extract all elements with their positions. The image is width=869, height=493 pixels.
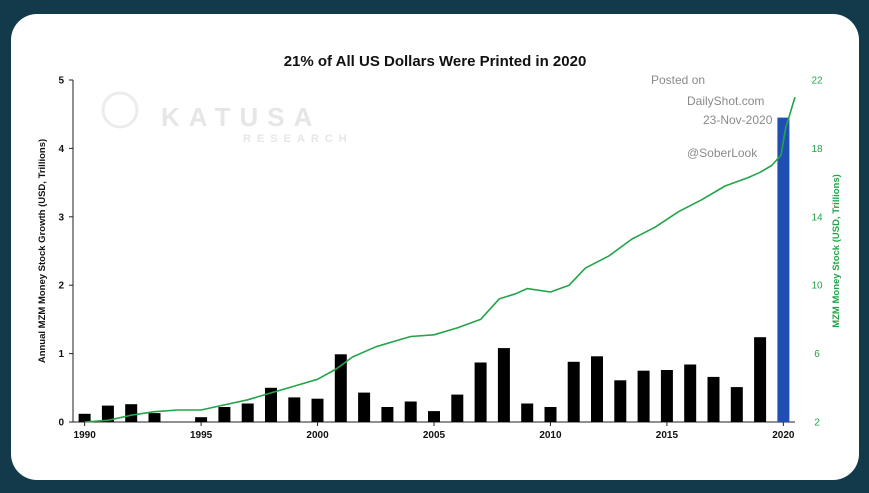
y-tick-right-label: 22 [811, 76, 823, 87]
y-tick-label: 2 [58, 281, 64, 292]
bar-1992 [125, 404, 138, 422]
annotation-date: 23-Nov-2020 [703, 113, 773, 127]
bar-2003 [381, 407, 394, 422]
bar-2009 [521, 403, 534, 422]
x-tick-label: 2015 [656, 430, 679, 441]
chart-canvas: KATUSA RESEARCH Posted on DailyShot.com … [37, 53, 842, 441]
bar-2004 [404, 401, 417, 422]
bar-2008 [497, 348, 510, 422]
x-tick-label: 2005 [423, 430, 446, 441]
bar-2014 [637, 370, 650, 422]
x-ticks-group: 1990 1995 2000 2005 2010 2015 2020 [74, 422, 795, 441]
y-tick-label: 1 [58, 349, 64, 360]
watermark-sub: RESEARCH [243, 133, 353, 145]
y-tick-label: 4 [58, 144, 64, 155]
bar-1998 [265, 387, 277, 422]
bar-2019 [754, 337, 767, 422]
y-tick-right-label: 2 [814, 418, 820, 429]
y-axis-label: Annual MZM Money Stock Growth (USD, Tril… [37, 139, 48, 363]
x-tick-label: 1990 [74, 430, 97, 441]
annotation-source: DailyShot.com [687, 94, 764, 108]
bar-1993 [148, 413, 161, 422]
bar-2011 [567, 361, 580, 422]
x-tick-label: 2000 [306, 430, 329, 441]
y-tick-label: 5 [58, 76, 64, 87]
y-tick-right-label: 18 [811, 144, 823, 155]
katusa-watermark: KATUSA RESEARCH [101, 91, 353, 145]
line-group [84, 96, 796, 423]
x-tick-label: 1995 [190, 430, 213, 441]
bar-1990 [78, 413, 91, 422]
bar-2010 [544, 407, 557, 422]
annotation-handle: @SoberLook [687, 146, 758, 160]
y-ticks-group: 0 1 2 3 4 5 [58, 76, 73, 429]
bar-1999 [288, 397, 301, 422]
bar-2017 [707, 376, 720, 422]
bar-2002 [358, 392, 371, 422]
y-axis-label-right: MZM Money Stock (USD, Trillions) [831, 174, 842, 328]
y-ticks-right-group: 2 6 10 14 18 22 [811, 76, 823, 429]
bar-2013 [614, 380, 627, 422]
bar-2006 [451, 394, 464, 422]
watermark-bulb-icon [101, 91, 139, 129]
y-tick-label: 3 [58, 212, 64, 223]
bar-1995 [195, 417, 208, 422]
chart-title: 21% of All US Dollars Were Printed in 20… [284, 53, 587, 70]
bar-2018 [730, 387, 743, 422]
bar-2007 [474, 362, 487, 422]
mzm-stock-line [84, 96, 796, 423]
y-tick-right-label: 14 [811, 212, 823, 223]
bar-1991 [101, 405, 114, 422]
bar-2016 [684, 364, 697, 422]
y-tick-right-label: 6 [814, 349, 820, 360]
x-tick-label: 2020 [772, 430, 795, 441]
bar-2001 [334, 354, 347, 422]
chart-card: KATUSA RESEARCH Posted on DailyShot.com … [11, 14, 859, 480]
y-tick-right-label: 10 [811, 281, 823, 292]
y-tick-label: 0 [58, 418, 64, 429]
bar-2015 [660, 370, 673, 422]
x-tick-label: 2010 [539, 430, 562, 441]
bar-2005 [428, 411, 440, 422]
watermark-brand: KATUSA [161, 102, 321, 132]
bar-1997 [241, 403, 254, 422]
bars-group [78, 117, 790, 422]
bar-2000 [311, 398, 324, 422]
bar-2020 [777, 117, 790, 422]
annotation-posted-on: Posted on [651, 73, 705, 87]
bar-1996 [218, 407, 231, 422]
bar-2012 [591, 356, 603, 422]
